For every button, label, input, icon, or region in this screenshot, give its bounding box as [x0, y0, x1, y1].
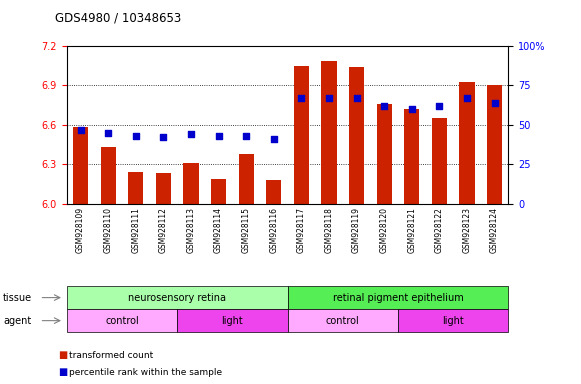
Text: tissue: tissue — [3, 293, 32, 303]
Text: GSM928119: GSM928119 — [352, 207, 361, 253]
Text: GSM928114: GSM928114 — [214, 207, 223, 253]
Text: GDS4980 / 10348653: GDS4980 / 10348653 — [55, 12, 181, 25]
Point — [214, 133, 223, 139]
Bar — [432, 118, 447, 204]
Bar — [239, 154, 254, 204]
Text: GSM928111: GSM928111 — [131, 207, 140, 253]
Bar — [156, 173, 171, 204]
Text: GSM928110: GSM928110 — [104, 207, 113, 253]
Text: percentile rank within the sample: percentile rank within the sample — [69, 368, 222, 377]
Bar — [266, 180, 281, 204]
Point — [462, 95, 472, 101]
Point — [352, 95, 361, 101]
Bar — [128, 172, 144, 204]
Text: GSM928117: GSM928117 — [297, 207, 306, 253]
Text: control: control — [105, 316, 139, 326]
Bar — [101, 147, 116, 204]
Text: GSM928116: GSM928116 — [270, 207, 278, 253]
Bar — [321, 61, 336, 204]
Point — [324, 95, 333, 101]
Text: GSM928124: GSM928124 — [490, 207, 499, 253]
Point — [269, 136, 278, 142]
Text: GSM928115: GSM928115 — [242, 207, 250, 253]
Point — [187, 131, 196, 137]
Text: agent: agent — [3, 316, 31, 326]
Bar — [487, 86, 502, 204]
Point — [103, 130, 113, 136]
Point — [435, 103, 444, 109]
Text: transformed count: transformed count — [69, 351, 153, 360]
Point — [490, 100, 499, 106]
Text: GSM928109: GSM928109 — [76, 207, 85, 253]
Text: ■: ■ — [58, 367, 67, 377]
Text: GSM928123: GSM928123 — [462, 207, 471, 253]
Point — [407, 106, 417, 112]
Text: GSM928118: GSM928118 — [325, 207, 333, 253]
Text: control: control — [326, 316, 360, 326]
Text: GSM928120: GSM928120 — [380, 207, 389, 253]
Bar — [73, 127, 88, 204]
Point — [297, 95, 306, 101]
Bar — [211, 179, 226, 204]
Point — [242, 133, 251, 139]
Point — [76, 126, 85, 132]
Text: light: light — [442, 316, 464, 326]
Text: ■: ■ — [58, 350, 67, 360]
Bar — [184, 163, 199, 204]
Text: GSM928113: GSM928113 — [187, 207, 195, 253]
Point — [159, 134, 168, 141]
Text: light: light — [221, 316, 243, 326]
Text: neurosensory retina: neurosensory retina — [128, 293, 226, 303]
Bar — [404, 109, 419, 204]
Point — [131, 133, 141, 139]
Text: GSM928112: GSM928112 — [159, 207, 168, 253]
Bar — [376, 104, 392, 204]
Text: GSM928121: GSM928121 — [407, 207, 416, 253]
Bar — [294, 66, 309, 204]
Text: retinal pigment epithelium: retinal pigment epithelium — [332, 293, 464, 303]
Bar — [460, 81, 475, 204]
Point — [379, 103, 389, 109]
Bar — [349, 67, 364, 204]
Text: GSM928122: GSM928122 — [435, 207, 444, 253]
